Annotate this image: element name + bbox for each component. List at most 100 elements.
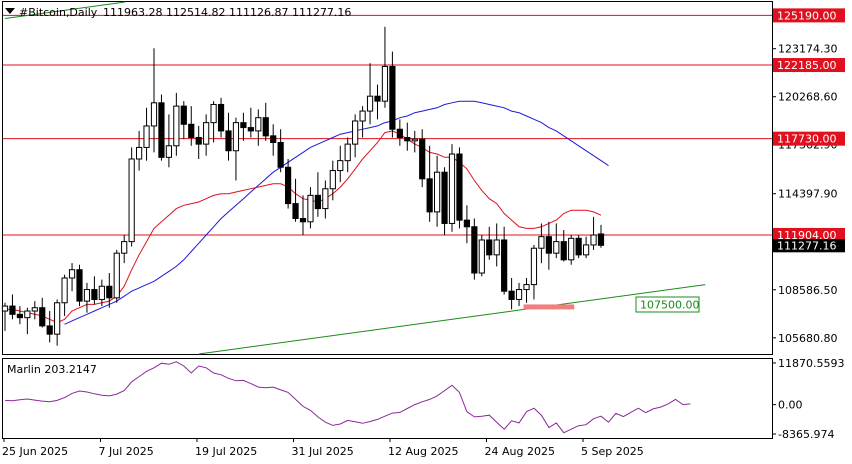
candle-body-bear [16, 313, 23, 319]
candle-body-bull [121, 241, 128, 254]
candle-body-bear [76, 269, 83, 302]
candle [441, 167, 448, 236]
candle [299, 195, 307, 236]
candle-body-bull [538, 236, 545, 249]
candle [329, 160, 336, 201]
candles [1, 26, 605, 346]
horizontal-levels [3, 14, 772, 236]
candle-body-bull [553, 241, 560, 254]
candle-body-bull [203, 122, 210, 145]
candle-body-bull [173, 105, 180, 147]
candle-body-bull [359, 110, 366, 122]
oscillator-axis: 11870.5593 0.00 -8365.974 [772, 357, 844, 441]
candle [255, 109, 262, 146]
candle [232, 117, 240, 181]
candle [165, 114, 173, 168]
candle-body-bull [83, 289, 91, 302]
candle-body-bull [210, 103, 217, 124]
candle [31, 301, 38, 320]
candle [76, 264, 83, 307]
candle [322, 180, 329, 219]
candle-body-bear [575, 237, 582, 256]
candle [307, 187, 314, 229]
candle [314, 172, 321, 217]
level-tag-label: 122185.00 [777, 59, 837, 72]
candle [590, 216, 597, 250]
candle [128, 147, 135, 247]
candle-body-bear [46, 325, 53, 335]
level-tag-label: 117730.00 [777, 133, 837, 146]
candle-body-bear [285, 166, 292, 205]
level-tag [773, 131, 845, 146]
candle-body-bull [61, 277, 68, 304]
time-tick-label: 19 Jul 2025 [195, 445, 257, 458]
price-tick-label: 105680.80 [778, 332, 838, 345]
candle [39, 297, 46, 328]
candle [508, 277, 515, 310]
time-tick-label: 24 Aug 2025 [485, 445, 555, 458]
candle [158, 94, 165, 161]
time-axis: 25 Jun 2025 7 Jul 2025 19 Jul 2025 31 Jul 2… [2, 438, 644, 458]
current-price-tag [773, 239, 845, 253]
level-tag [773, 58, 845, 73]
candle-body-bull [568, 237, 575, 261]
candle [419, 129, 426, 188]
candle [426, 145, 433, 222]
candle-body-bull [24, 310, 31, 319]
candle [180, 101, 187, 140]
support-zone: 107500.00 [523, 296, 700, 313]
candle [545, 221, 552, 270]
candle [515, 282, 523, 307]
oscillator-panel-frame [2, 358, 773, 439]
candle [143, 107, 150, 161]
candle [277, 129, 284, 173]
candle [583, 236, 590, 259]
candle-body-bear [262, 117, 269, 137]
candle [560, 230, 567, 262]
level-tag-label: 111904.00 [777, 229, 837, 242]
candle [270, 124, 277, 156]
candle-body-bull [150, 102, 158, 127]
candle [553, 223, 560, 259]
ohlc-label: 111963.28 112514.82 111126.87 111277.16 [103, 6, 351, 19]
candle [486, 226, 493, 260]
candle-body-bull [590, 234, 597, 246]
candle-body-bull [136, 146, 143, 160]
candle-body-bull [68, 269, 76, 279]
candle [136, 130, 143, 171]
candle-body-bear [106, 285, 113, 299]
candle-body-bear [560, 241, 567, 261]
candle-body-bull [143, 125, 150, 148]
time-tick-label: 31 Jul 2025 [292, 445, 354, 458]
candle [463, 205, 470, 244]
oscillator-tick-label: 0.00 [778, 399, 803, 412]
candle [359, 106, 366, 138]
ma-slow-line [64, 100, 609, 325]
time-tick-label: 25 Jun 2025 [2, 445, 68, 458]
support-zone-label: 107500.00 [640, 299, 700, 312]
candle-body-bull [493, 239, 500, 256]
candle-body-bull [352, 120, 359, 145]
candle [568, 235, 575, 265]
price-tick-label: 120268.60 [778, 91, 838, 104]
candle-body-bull [322, 188, 329, 210]
candle [434, 155, 441, 227]
candle-body-bull [113, 252, 120, 299]
oscillator-tick-label: -8365.974 [778, 428, 834, 441]
candle-body-bear [217, 103, 225, 132]
candle [9, 294, 16, 320]
dropdown-triangle-icon[interactable] [5, 8, 15, 14]
candle [493, 223, 500, 267]
candle-body-bull [583, 244, 590, 256]
oscillator-title: Marlin 203.2147 [7, 363, 97, 376]
candle [68, 263, 76, 292]
candle-body-bull [523, 284, 530, 291]
candle-body-bull [255, 117, 262, 132]
candle-body-bull [54, 302, 61, 335]
candle-body-bear [270, 135, 277, 143]
candle [538, 223, 545, 264]
candle [411, 130, 418, 153]
candle [523, 277, 530, 303]
candle-body-bull [232, 122, 240, 152]
